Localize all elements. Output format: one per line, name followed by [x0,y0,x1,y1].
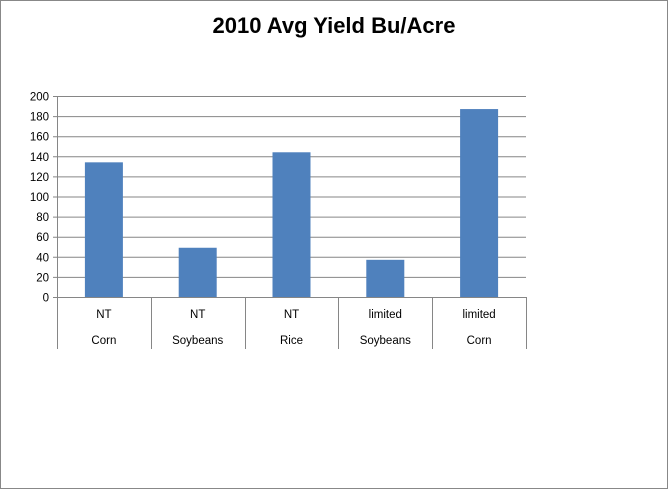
x-tick-label-tillage: NT [96,309,111,321]
axes [57,96,527,349]
x-tick-label-crop: Soybeans [360,335,411,347]
bar [84,162,123,297]
x-tick-label-crop: Corn [467,335,492,347]
x-tick-label-tillage: limited [369,309,402,321]
y-tick-label: 160 [30,132,49,144]
y-tick-label: 200 [30,92,49,104]
y-tick-label: 80 [36,212,49,224]
x-tick-label-tillage: limited [462,309,495,321]
y-tick-label: 140 [30,152,49,164]
x-tick-label-crop: Corn [91,335,116,347]
y-tick-label: 60 [36,232,49,244]
x-tick-label-tillage: NT [284,309,299,321]
x-tick-label-tillage: NT [190,309,205,321]
category-labels: NT Corn NT Soybeans NT Rice limited Soybeans lim… [91,309,495,347]
bar [178,247,217,297]
y-tick-label: 40 [36,252,49,264]
bar [272,152,311,297]
bars [84,109,499,297]
bar [460,109,499,297]
y-axis-ticks: 0 20 40 60 80 100 120 140 160 180 200 [30,92,49,305]
chart-title: 2010 Avg Yield Bu/Acre [212,13,456,38]
y-tick-label: 120 [30,172,49,184]
y-tick-label: 0 [43,293,49,305]
y-tick-label: 100 [30,192,49,204]
x-tick-label-crop: Rice [280,335,303,347]
y-tick-label: 20 [36,272,49,284]
x-tick-label-crop: Soybeans [172,335,223,347]
bar [366,259,405,297]
y-tick-label: 180 [30,112,49,124]
